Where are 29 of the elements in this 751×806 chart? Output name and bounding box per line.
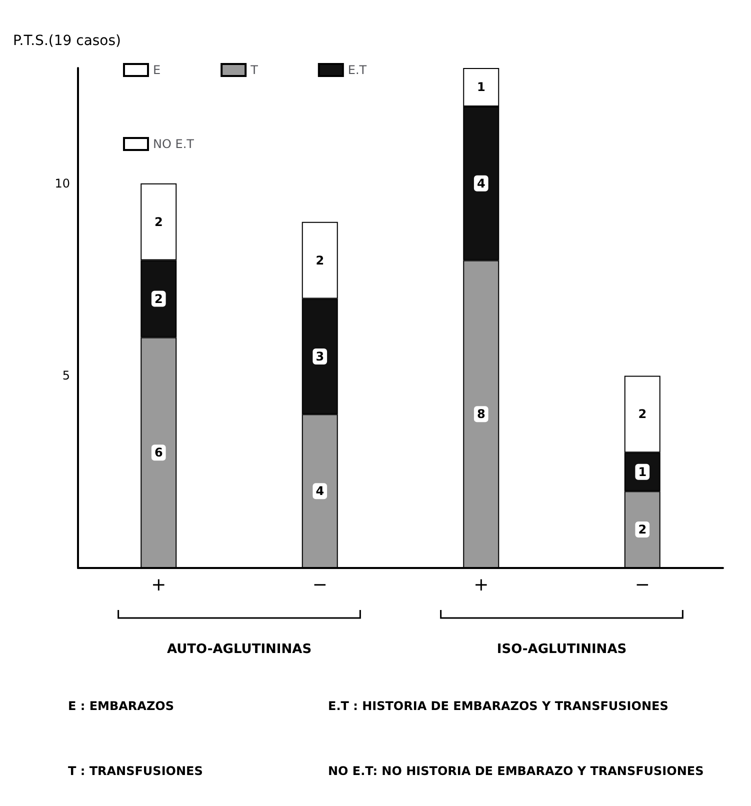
legend-label: E (153, 63, 161, 77)
data-label: 3 (316, 349, 324, 364)
data-label: 2 (154, 292, 163, 306)
text: NO E.T: NO HISTORIA DE EMBARAZO Y TRANSFUSIONES (328, 764, 704, 778)
text: E.T : HISTORIA DE EMBARAZOS Y TRANSFUSIONES (328, 699, 668, 713)
data-label: 2 (638, 522, 647, 537)
x-tick-label: + (151, 574, 166, 596)
data-label: 4 (316, 484, 324, 498)
y-tick-label: 5 (62, 368, 70, 383)
data-label: 2 (154, 214, 163, 229)
x-tick-label: − (634, 574, 650, 596)
x-tick-label: − (312, 574, 328, 596)
legend-label: NO E.T (153, 137, 195, 151)
legend-label: T (250, 63, 259, 77)
data-label: 2 (316, 253, 324, 268)
x-tick-label: + (474, 574, 489, 596)
text: ISO-AGLUTININAS (496, 642, 627, 657)
text: E : EMBARAZOS (68, 699, 174, 713)
y-tick-label: 10 (54, 176, 70, 190)
data-label: 4 (476, 176, 486, 190)
data-label: 2 (638, 407, 647, 422)
text: T : TRANSFUSIONES (68, 764, 203, 778)
text: AUTO-AGLUTININAS (166, 642, 312, 657)
y-axis-title: P.T.S.(19 casos) (13, 33, 122, 49)
data-label: 8 (476, 407, 486, 422)
data-label: 6 (154, 446, 163, 460)
legend-label: E.T (348, 63, 368, 77)
data-label: 1 (638, 464, 647, 479)
data-label: 1 (476, 80, 486, 94)
